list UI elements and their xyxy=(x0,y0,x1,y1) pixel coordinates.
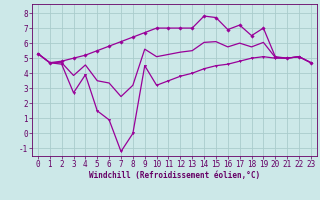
X-axis label: Windchill (Refroidissement éolien,°C): Windchill (Refroidissement éolien,°C) xyxy=(89,171,260,180)
